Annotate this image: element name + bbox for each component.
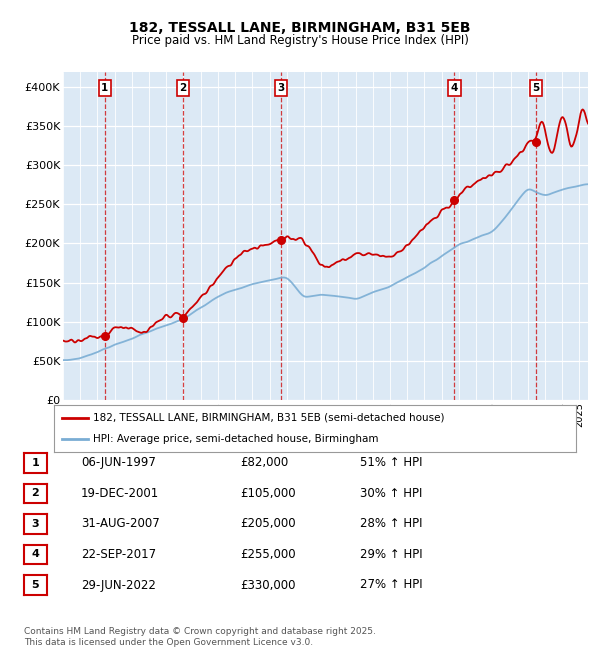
Text: £105,000: £105,000 [240, 487, 296, 500]
Text: Contains HM Land Registry data © Crown copyright and database right 2025.
This d: Contains HM Land Registry data © Crown c… [24, 627, 376, 647]
Text: 29-JUN-2022: 29-JUN-2022 [81, 578, 156, 592]
Text: 4: 4 [451, 83, 458, 93]
Text: 22-SEP-2017: 22-SEP-2017 [81, 548, 156, 561]
Text: 29% ↑ HPI: 29% ↑ HPI [360, 548, 422, 561]
Text: 28% ↑ HPI: 28% ↑ HPI [360, 517, 422, 530]
Text: 3: 3 [32, 519, 39, 529]
Text: Price paid vs. HM Land Registry's House Price Index (HPI): Price paid vs. HM Land Registry's House … [131, 34, 469, 47]
Text: 06-JUN-1997: 06-JUN-1997 [81, 456, 156, 469]
Text: 2: 2 [179, 83, 187, 93]
Text: 182, TESSALL LANE, BIRMINGHAM, B31 5EB: 182, TESSALL LANE, BIRMINGHAM, B31 5EB [129, 21, 471, 36]
Text: 1: 1 [32, 458, 39, 468]
Text: 1: 1 [101, 83, 109, 93]
Text: 182, TESSALL LANE, BIRMINGHAM, B31 5EB (semi-detached house): 182, TESSALL LANE, BIRMINGHAM, B31 5EB (… [93, 413, 445, 422]
Text: 30% ↑ HPI: 30% ↑ HPI [360, 487, 422, 500]
Text: £255,000: £255,000 [240, 548, 296, 561]
Text: £330,000: £330,000 [240, 578, 296, 592]
Text: 3: 3 [277, 83, 284, 93]
Text: 27% ↑ HPI: 27% ↑ HPI [360, 578, 422, 592]
Text: 31-AUG-2007: 31-AUG-2007 [81, 517, 160, 530]
Text: 5: 5 [32, 580, 39, 590]
Text: 4: 4 [31, 549, 40, 560]
Text: 5: 5 [533, 83, 540, 93]
Text: 19-DEC-2001: 19-DEC-2001 [81, 487, 159, 500]
Text: 51% ↑ HPI: 51% ↑ HPI [360, 456, 422, 469]
Text: £205,000: £205,000 [240, 517, 296, 530]
Text: £82,000: £82,000 [240, 456, 288, 469]
Text: HPI: Average price, semi-detached house, Birmingham: HPI: Average price, semi-detached house,… [93, 434, 379, 444]
Text: 2: 2 [32, 488, 39, 499]
